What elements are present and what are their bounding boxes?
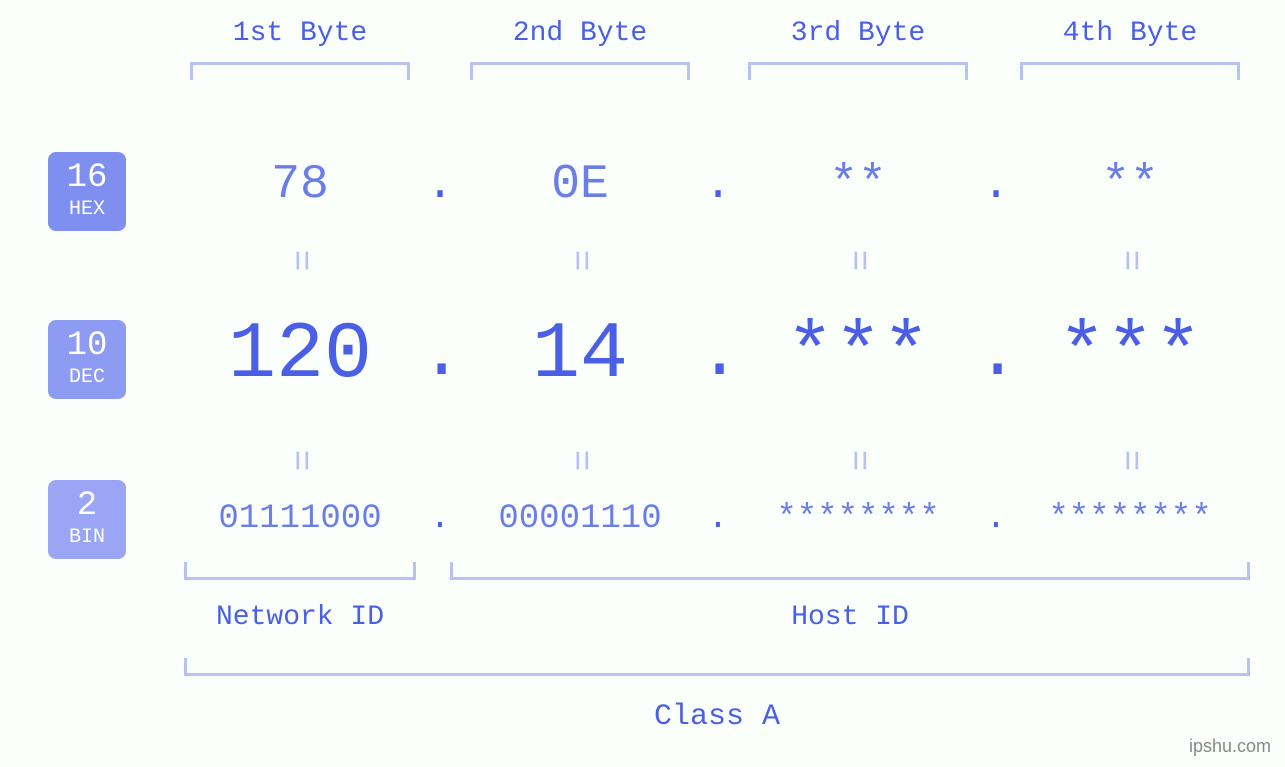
host-id-bracket <box>450 562 1250 580</box>
byte-bracket-4 <box>1020 62 1240 80</box>
hex-byte-3: ** <box>738 158 978 212</box>
hex-byte-1: 78 <box>180 158 420 212</box>
dec-separator-1: . <box>420 314 460 396</box>
hex-separator-2: . <box>698 159 738 211</box>
hex-byte-4: ** <box>1010 158 1250 212</box>
network-id-label: Network ID <box>184 602 416 633</box>
network-id-bracket <box>184 562 416 580</box>
equals-dec-bin-2: = <box>560 441 601 481</box>
bin-byte-4: ******** <box>1010 500 1250 538</box>
byte-header-1: 1st Byte <box>180 18 420 49</box>
base-number: 16 <box>48 160 126 197</box>
hex-separator-3: . <box>976 159 1016 211</box>
base-badge-bin: 2BIN <box>48 480 126 559</box>
equals-hex-dec-3: = <box>838 241 879 281</box>
equals-dec-bin-3: = <box>838 441 879 481</box>
byte-header-2: 2nd Byte <box>460 18 700 49</box>
class-bracket <box>184 658 1250 676</box>
hex-separator-1: . <box>420 159 460 211</box>
base-label: BIN <box>48 527 126 549</box>
byte-header-3: 3rd Byte <box>738 18 978 49</box>
bin-separator-2: . <box>698 500 738 538</box>
equals-hex-dec-2: = <box>560 241 601 281</box>
dec-separator-3: . <box>976 314 1016 396</box>
base-number: 2 <box>48 488 126 525</box>
base-badge-dec: 10DEC <box>48 320 126 399</box>
dec-byte-3: *** <box>738 310 978 401</box>
byte-bracket-3 <box>748 62 968 80</box>
class-label: Class A <box>184 700 1250 734</box>
bin-byte-3: ******** <box>738 500 978 538</box>
hex-byte-2: 0E <box>460 158 700 212</box>
watermark: ipshu.com <box>1189 736 1271 757</box>
host-id-label: Host ID <box>450 602 1250 633</box>
byte-bracket-1 <box>190 62 410 80</box>
base-label: HEX <box>48 199 126 221</box>
byte-bracket-2 <box>470 62 690 80</box>
dec-byte-4: *** <box>1010 310 1250 401</box>
equals-hex-dec-1: = <box>280 241 321 281</box>
base-number: 10 <box>48 328 126 365</box>
bin-separator-3: . <box>976 500 1016 538</box>
base-badge-hex: 16HEX <box>48 152 126 231</box>
bin-byte-2: 00001110 <box>460 500 700 538</box>
dec-byte-1: 120 <box>180 310 420 401</box>
dec-byte-2: 14 <box>460 310 700 401</box>
bin-byte-1: 01111000 <box>180 500 420 538</box>
bin-separator-1: . <box>420 500 460 538</box>
equals-dec-bin-4: = <box>1110 441 1151 481</box>
base-label: DEC <box>48 367 126 389</box>
equals-hex-dec-4: = <box>1110 241 1151 281</box>
dec-separator-2: . <box>698 314 738 396</box>
byte-header-4: 4th Byte <box>1010 18 1250 49</box>
equals-dec-bin-1: = <box>280 441 321 481</box>
